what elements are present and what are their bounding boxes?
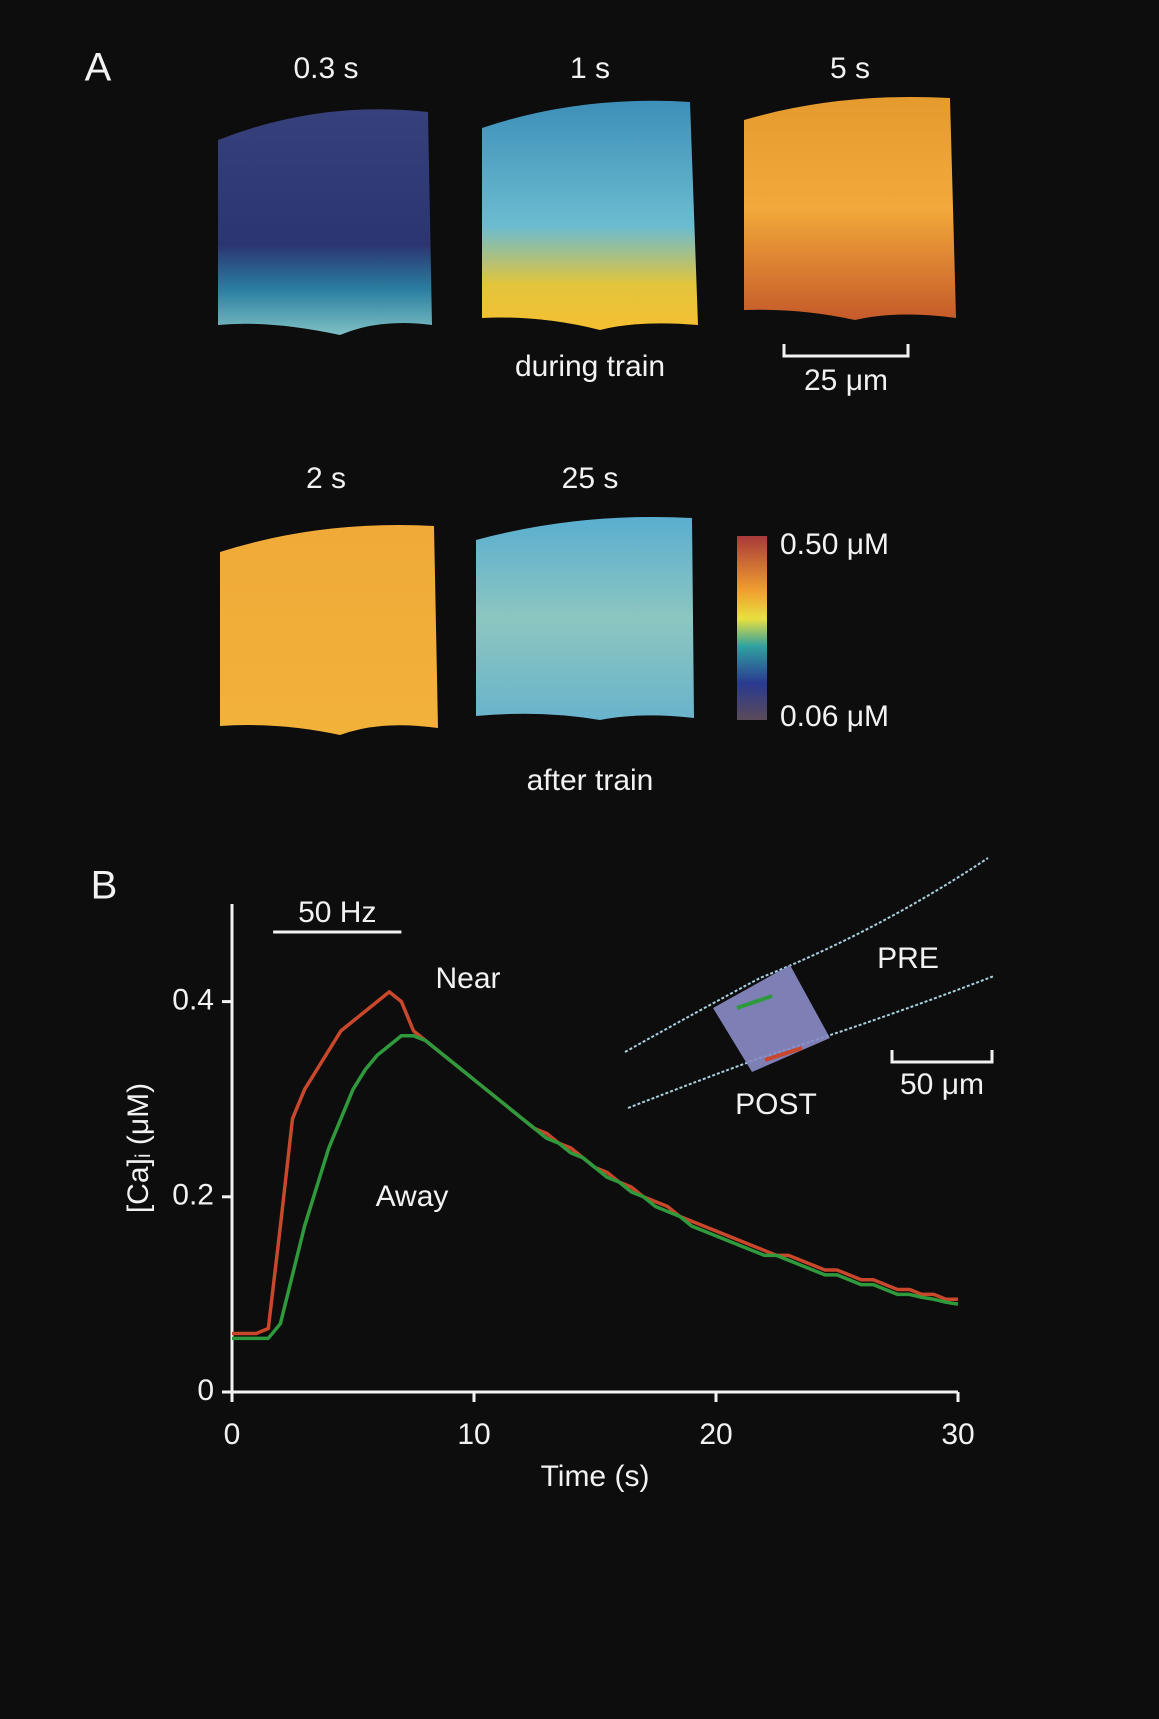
scale-bar (784, 344, 908, 356)
caption: during train (515, 350, 665, 383)
x-axis-label: Time (s) (541, 1460, 650, 1493)
y-tick-label: 0.4 (172, 984, 214, 1017)
panel-label: A (85, 46, 112, 90)
time-label: 1 s (570, 52, 610, 85)
time-label: 2 s (306, 462, 346, 495)
x-tick-label: 10 (457, 1418, 490, 1451)
y-tick-label: 0 (197, 1374, 214, 1407)
x-tick-label: 20 (699, 1418, 732, 1451)
scale-label: 50 μm (900, 1068, 984, 1101)
x-tick-label: 0 (224, 1418, 241, 1451)
colorbar (737, 536, 767, 720)
image (220, 525, 438, 735)
time-label: 25 s (562, 462, 619, 495)
panel-label: B (91, 864, 118, 908)
scale-label: 25 μm (804, 364, 888, 397)
inset-label: PRE (877, 942, 939, 975)
inset-label: POST (735, 1088, 817, 1121)
colorbar-label: 0.06 μM (780, 700, 889, 733)
stimulus-label: 50 Hz (298, 896, 376, 929)
line (232, 1036, 958, 1339)
x-tick-label: 30 (941, 1418, 974, 1451)
time-label: 0.3 s (293, 52, 358, 85)
figure: A 0.3 s 1 s 5 s during train 25 μm 2 s 2… (0, 0, 1159, 1719)
image (218, 109, 432, 335)
line (232, 992, 958, 1334)
y-axis-label: [Ca]ᵢ (μM) (122, 1083, 155, 1213)
y-tick-label: 0.2 (172, 1179, 214, 1212)
panel-a: A 0.3 s 1 s 5 s during train 25 μm 2 s 2… (85, 46, 956, 797)
colorbar-label: 0.50 μM (780, 528, 889, 561)
image (482, 101, 698, 330)
scale-bar (892, 1050, 992, 1062)
image (744, 97, 956, 320)
caption: after train (527, 764, 654, 797)
series-label: Near (435, 962, 500, 995)
time-label: 5 s (830, 52, 870, 85)
inset: PRE POST 50 μm (625, 858, 994, 1121)
series-label: Away (376, 1180, 449, 1213)
image (476, 517, 694, 720)
